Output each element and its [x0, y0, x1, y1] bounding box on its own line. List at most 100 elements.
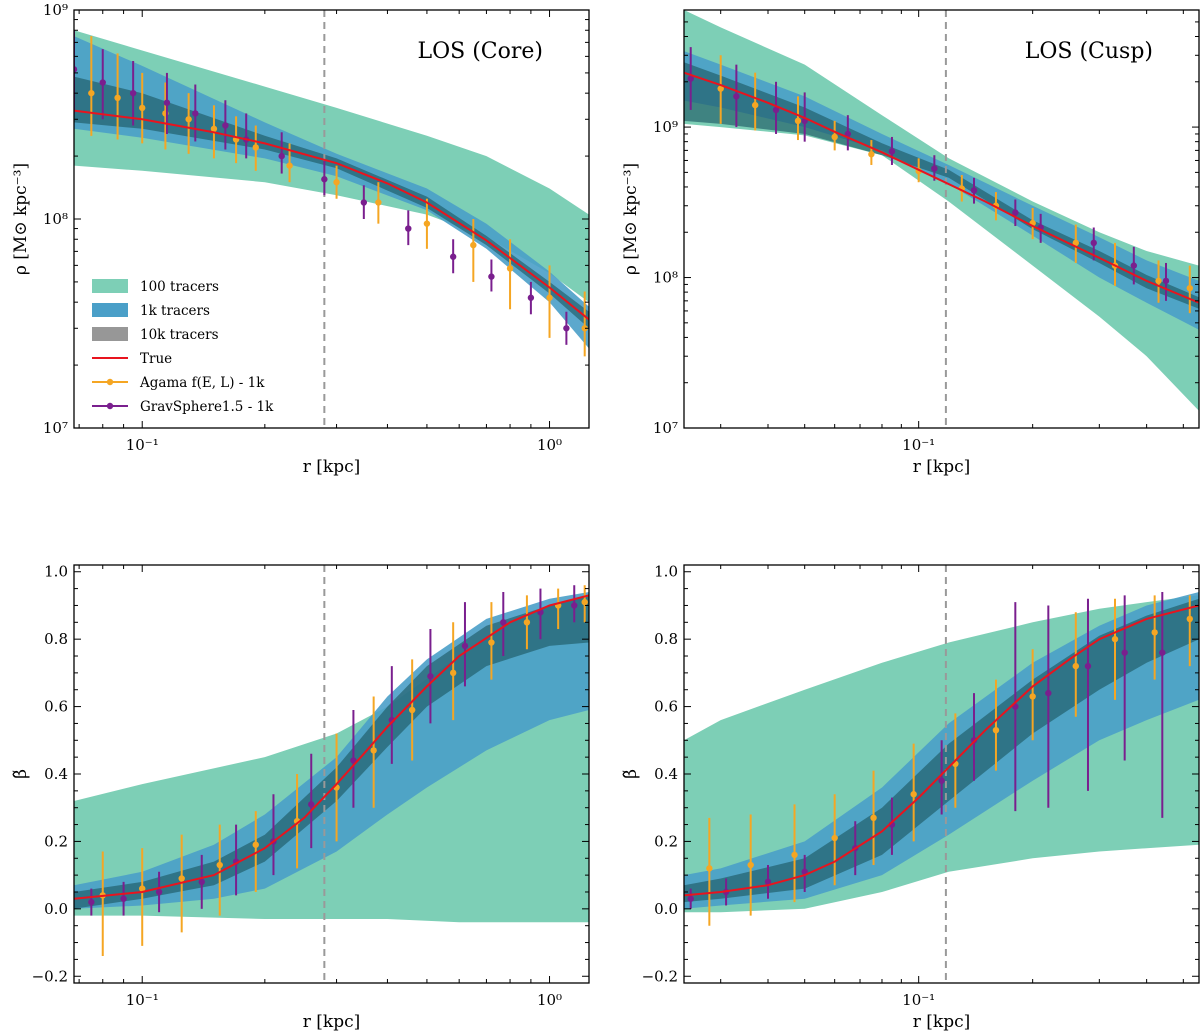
legend: 100 tracers 1k tracers 10k tracers True Agam… — [92, 279, 274, 415]
y-tick-label: 0.6 — [654, 698, 678, 716]
y-axis-label: β̃ — [11, 769, 31, 779]
agama-point — [831, 133, 838, 141]
x-tick-label: 10⁰ — [537, 436, 562, 454]
x-axis-label: r [kpc] — [303, 457, 361, 477]
y-tick-label: 10⁸ — [653, 269, 678, 287]
legend-label-gravsphere: GravSphere1.5 - 1k — [140, 399, 274, 415]
gravsphere-point — [527, 294, 535, 301]
y-axis-label: ρ [M⊙ kpc⁻³] — [621, 163, 641, 275]
agama-point — [747, 861, 754, 869]
agama-point — [506, 265, 514, 272]
plot-area — [74, 565, 589, 983]
x-tick-label: 10⁻¹ — [126, 436, 159, 454]
x-axis: 10⁻¹ — [720, 565, 1184, 1009]
agama-point — [470, 241, 477, 249]
agama-point — [185, 116, 192, 123]
gravsphere-point — [488, 273, 495, 280]
y-tick-label: 10⁹ — [43, 1, 68, 19]
agama-point — [178, 875, 185, 882]
plot-area — [74, 10, 589, 428]
y-tick-label: 10⁸ — [43, 210, 68, 228]
panel-title: LOS (Core) — [418, 39, 544, 64]
agama-point — [706, 865, 713, 872]
y-tick-label: 0.6 — [44, 698, 68, 716]
panel-core-anisotropy: 10⁻¹ 10⁰ −0.2 0.0 0.2 0.4 0.6 0.8 1.0 r [kpc] β̃ — [11, 563, 590, 1032]
x-tick-label: 10⁻¹ — [126, 991, 159, 1009]
gravsphere-point — [931, 165, 938, 172]
gravsphere-point — [1084, 662, 1092, 670]
gravsphere-point — [278, 152, 285, 160]
x-axis-label: r [kpc] — [303, 1012, 361, 1032]
agama-point — [1072, 662, 1079, 670]
agama-point — [523, 619, 531, 626]
y-tick-label: 0.8 — [654, 630, 678, 648]
gravsphere-point — [970, 187, 978, 194]
gravsphere-point — [844, 130, 852, 138]
agama-point — [1029, 693, 1036, 700]
legend-label-tracers1k: 1k tracers — [140, 303, 210, 319]
legend-label-tracers100: 100 tracers — [140, 279, 219, 295]
x-axis-label: r [kpc] — [913, 1012, 971, 1032]
agama-point — [488, 639, 495, 646]
gravsphere-point — [120, 895, 127, 902]
gravsphere-point — [461, 642, 469, 650]
legend-swatch-tracers10k — [92, 327, 128, 341]
gravsphere-point — [360, 199, 368, 206]
gravsphere-point — [449, 253, 457, 260]
gravsphere-point — [687, 75, 694, 82]
gravsphere-point — [155, 888, 163, 896]
y-tick-label: 1.0 — [654, 563, 678, 581]
y-tick-label: 0.2 — [654, 832, 678, 850]
agama-point — [546, 294, 553, 301]
y-axis: −0.2 0.0 0.2 0.4 0.6 0.8 1.0 — [642, 563, 1199, 985]
band-tracers10k — [684, 62, 1199, 309]
panel-title: LOS (Cusp) — [1025, 39, 1153, 64]
agama-point — [581, 598, 588, 606]
panel-cusp-anisotropy: 10⁻¹ −0.2 0.0 0.2 0.4 0.6 0.8 1.0 r [kpc] β̃ — [621, 563, 1200, 1032]
y-tick-label: 0.2 — [44, 832, 68, 850]
band-tracers10k — [74, 595, 589, 909]
agama-point — [408, 706, 416, 714]
agama-point — [1186, 615, 1193, 623]
true-line — [684, 604, 1199, 897]
y-tick-label: 0.0 — [44, 900, 68, 918]
gravsphere-point — [1090, 239, 1097, 247]
agama-point — [252, 841, 259, 848]
agama-point — [910, 791, 917, 798]
agama-point — [1072, 239, 1079, 247]
x-tick-label: 10⁻¹ — [902, 436, 935, 454]
gravsphere-point — [1012, 209, 1019, 216]
band-tracers10k — [74, 76, 589, 329]
band-tracers1k — [74, 36, 589, 349]
gravsphere-point — [222, 122, 229, 129]
y-tick-label: 0.4 — [654, 765, 678, 783]
y-tick-label: 10⁷ — [43, 419, 68, 437]
agama-point — [1155, 277, 1162, 285]
x-tick-label: 10⁻¹ — [902, 991, 935, 1009]
gravsphere-point — [88, 898, 95, 906]
gravsphere-point — [321, 176, 328, 183]
gravsphere-point — [563, 325, 570, 332]
gravsphere-point — [938, 777, 945, 784]
gravsphere-point — [163, 99, 171, 106]
agama-point — [1111, 635, 1119, 643]
y-tick-label: 0.8 — [44, 630, 68, 648]
agama-point — [139, 104, 146, 112]
legend-label-true: True — [140, 351, 172, 367]
gravsphere-point — [1162, 277, 1170, 285]
agama-point — [831, 834, 838, 842]
panel-core-density: 10⁻¹ 10⁰ 10⁷ 10⁸ 10⁹ r [kpc] ρ [M⊙ kpc⁻³] LOS (… — [11, 1, 590, 477]
agama-point — [370, 747, 377, 754]
y-tick-label: 1.0 — [44, 563, 68, 581]
gravsphere-point — [74, 66, 78, 73]
agama-point — [216, 861, 223, 869]
gravsphere-point — [308, 801, 315, 808]
legend-swatch-tracers1k — [92, 303, 128, 317]
agama-point — [794, 117, 802, 125]
y-tick-label: 0.0 — [654, 900, 678, 918]
agama-point — [717, 85, 724, 92]
y-tick-label: 10⁷ — [653, 419, 678, 437]
gravsphere-point — [571, 602, 578, 609]
y-axis: 10⁷ 10⁸ 10⁹ — [653, 9, 1199, 437]
agama-point — [868, 151, 875, 158]
